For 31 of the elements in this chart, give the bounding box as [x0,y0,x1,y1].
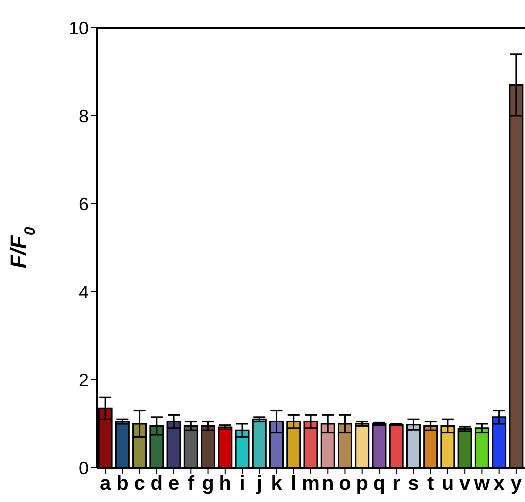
y-tick-label: 4 [78,282,89,302]
x-tick-label: i [240,473,246,496]
x-tick-label: f [188,473,195,496]
x-tick-label: c [134,473,146,496]
x-tick-label: j [256,473,262,496]
x-tick-label: o [339,473,352,496]
x-tick-label: r [392,473,401,496]
x-tick-label: l [291,473,297,496]
x-tick-label: d [150,473,164,496]
x-tick-label: w [473,473,490,496]
x-tick-label: p [356,473,368,496]
x-tick-label: m [302,473,320,496]
x-tick-label: v [460,473,472,496]
x-tick-label: u [442,473,454,496]
x-tick-label: x [494,473,505,496]
x-tick-label: b [116,473,129,496]
y-tick-label: 0 [78,458,89,478]
x-tick-label: h [219,473,232,496]
y-tick-label: 8 [78,106,89,126]
x-tick-label: n [322,473,334,496]
x-tick-label: e [168,473,180,496]
y-tick-label: 10 [68,18,89,38]
y-tick-label: 2 [78,370,89,390]
x-tick-label: t [428,473,435,496]
x-tick-label: s [408,473,420,496]
x-tick-label: g [202,473,214,496]
x-tick-label: q [373,473,386,496]
x-tick-label: a [100,473,112,496]
x-tick-label: y [510,473,523,496]
y-tick-label: 6 [78,194,89,214]
x-tick-label: k [271,473,284,496]
